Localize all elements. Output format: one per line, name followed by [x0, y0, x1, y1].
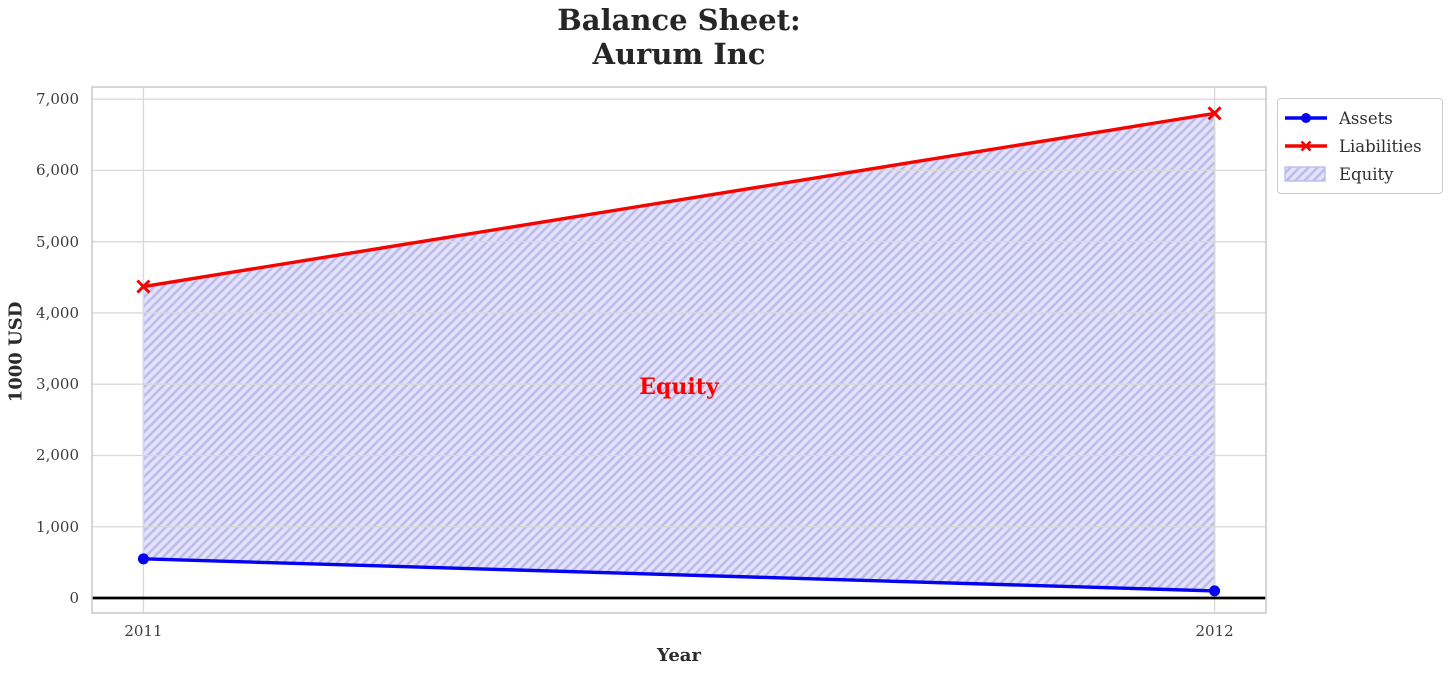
- liabilities-marker-2011: [136, 279, 151, 294]
- circle-marker-icon: [1301, 113, 1311, 123]
- liabilities-line: [143, 111, 1215, 289]
- series-layer: [136, 106, 1222, 597]
- y-tick-label-6000: 6,000: [36, 161, 79, 180]
- chart-title: Balance Sheet: Aurum Inc: [92, 3, 1266, 71]
- y-tick-label-3000: 3,000: [36, 375, 79, 394]
- y-axis-label: 1000 USD: [5, 301, 27, 403]
- y-tick-label-4000: 4,000: [36, 303, 79, 322]
- legend: Assets Liabilities Equity: [1277, 98, 1443, 194]
- assets-marker-2012: [1209, 585, 1221, 597]
- assets-line: [143, 557, 1215, 593]
- legend-label-assets: Assets: [1339, 108, 1393, 128]
- legend-item-liabilities: Liabilities: [1284, 132, 1433, 160]
- chart-title-line2: Aurum Inc: [592, 37, 766, 71]
- equity-annotation: Equity: [639, 374, 719, 401]
- x-tick-label-2011: 2011: [124, 622, 163, 640]
- y-tick-label-1000: 1,000: [36, 517, 79, 536]
- assets-marker-2011: [137, 553, 149, 565]
- x-tick-label-2012: 2012: [1195, 622, 1234, 640]
- x-marker-icon: [1300, 140, 1312, 152]
- chart-title-line1: Balance Sheet:: [557, 3, 801, 37]
- y-tick-label-0: 0: [69, 589, 79, 608]
- y-tick-label-5000: 5,000: [36, 232, 79, 251]
- gridlines-layer: [92, 87, 1266, 613]
- legend-item-equity: Equity: [1284, 160, 1433, 188]
- liabilities-line-swatch: [1285, 140, 1327, 152]
- y-tick-label-2000: 2,000: [36, 446, 79, 465]
- legend-item-assets: Assets: [1284, 104, 1433, 132]
- legend-label-equity: Equity: [1339, 164, 1394, 184]
- equity-fill-area: [142, 112, 1216, 592]
- legend-label-liabilities: Liabilities: [1339, 136, 1422, 156]
- equity-fill-layer: [142, 112, 1216, 592]
- x-axis-label: Year: [657, 645, 701, 666]
- liabilities-marker-2012: [1207, 106, 1222, 121]
- assets-line-swatch: [1285, 113, 1327, 123]
- axes-spine-box: [91, 86, 1267, 614]
- equity-hatch-swatch: [1284, 166, 1326, 182]
- y-tick-label-7000: 7,000: [36, 90, 79, 109]
